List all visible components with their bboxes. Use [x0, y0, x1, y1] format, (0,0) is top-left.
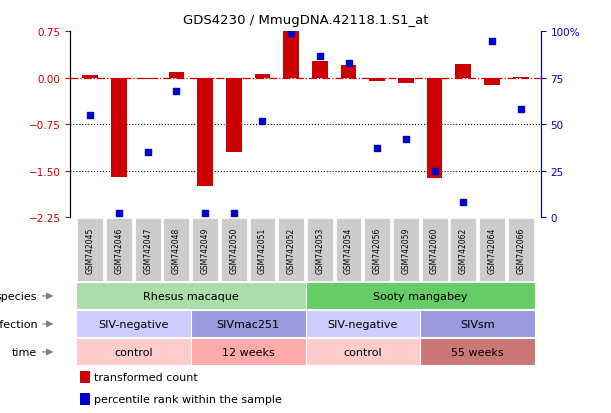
FancyBboxPatch shape [307, 219, 333, 281]
Point [229, 210, 239, 217]
Point [516, 107, 525, 114]
Bar [76, 283, 306, 310]
Point [315, 53, 324, 60]
FancyBboxPatch shape [479, 219, 505, 281]
Bar [306, 311, 420, 337]
Bar [82, 76, 98, 78]
Bar [306, 283, 535, 310]
Bar [191, 311, 306, 337]
Bar [284, 32, 299, 78]
FancyBboxPatch shape [422, 219, 447, 281]
FancyBboxPatch shape [393, 219, 419, 281]
FancyBboxPatch shape [164, 219, 189, 281]
Bar [79, 393, 90, 405]
FancyBboxPatch shape [221, 219, 247, 281]
Bar [426, 78, 442, 178]
Point [172, 88, 181, 95]
Bar [226, 78, 242, 153]
Text: SIV-negative: SIV-negative [327, 319, 398, 329]
Text: control: control [114, 347, 153, 357]
Text: control: control [343, 347, 382, 357]
Bar [140, 78, 156, 80]
Point [487, 38, 497, 45]
Text: 12 weeks: 12 weeks [222, 347, 274, 357]
Point [258, 118, 268, 124]
Point [86, 112, 95, 119]
Bar [420, 339, 535, 366]
Point [200, 210, 210, 217]
Text: 55 weeks: 55 weeks [452, 347, 504, 357]
Bar [255, 74, 270, 78]
Text: GSM742066: GSM742066 [516, 227, 525, 273]
Text: GSM742053: GSM742053 [315, 227, 324, 273]
Text: GSM742046: GSM742046 [114, 227, 123, 273]
Text: SIVsm: SIVsm [460, 319, 495, 329]
FancyBboxPatch shape [135, 219, 161, 281]
Bar [513, 77, 529, 78]
Point [143, 150, 153, 156]
Text: transformed count: transformed count [94, 372, 197, 382]
Text: GSM742064: GSM742064 [488, 227, 497, 273]
FancyBboxPatch shape [508, 219, 533, 281]
Text: SIV-negative: SIV-negative [98, 319, 169, 329]
Bar [420, 311, 535, 337]
Point [343, 61, 353, 67]
Bar [76, 339, 191, 366]
Text: infection: infection [0, 319, 37, 329]
Point [372, 146, 382, 152]
Text: GSM742049: GSM742049 [200, 227, 210, 273]
Text: GSM742054: GSM742054 [344, 227, 353, 273]
Bar [79, 371, 90, 383]
Point [287, 31, 296, 38]
Bar [169, 73, 185, 78]
Text: GSM742060: GSM742060 [430, 227, 439, 273]
Bar [369, 78, 385, 82]
Bar [341, 66, 356, 78]
Text: GSM742051: GSM742051 [258, 227, 267, 273]
FancyBboxPatch shape [106, 219, 132, 281]
FancyBboxPatch shape [335, 219, 362, 281]
Bar [191, 339, 306, 366]
FancyBboxPatch shape [364, 219, 390, 281]
Point [430, 168, 439, 174]
Text: GSM742059: GSM742059 [401, 227, 411, 273]
FancyBboxPatch shape [249, 219, 276, 281]
Bar [197, 78, 213, 187]
Text: GSM742048: GSM742048 [172, 227, 181, 273]
Bar [398, 78, 414, 83]
Text: GSM742062: GSM742062 [459, 227, 468, 273]
Text: percentile rank within the sample: percentile rank within the sample [94, 394, 282, 404]
FancyBboxPatch shape [278, 219, 304, 281]
Point [401, 136, 411, 143]
FancyBboxPatch shape [78, 219, 103, 281]
Text: GSM742052: GSM742052 [287, 227, 296, 273]
Bar [455, 65, 471, 78]
Bar [312, 62, 327, 78]
Text: GSM742045: GSM742045 [86, 227, 95, 273]
Point [458, 199, 468, 206]
FancyBboxPatch shape [450, 219, 476, 281]
Bar [306, 339, 420, 366]
Text: GSM742047: GSM742047 [143, 227, 152, 273]
Point [114, 210, 124, 217]
Bar [111, 78, 127, 177]
Text: species: species [0, 291, 37, 301]
Bar [76, 311, 191, 337]
Text: SIVmac251: SIVmac251 [217, 319, 280, 329]
Bar [484, 78, 500, 86]
FancyBboxPatch shape [192, 219, 218, 281]
Text: GSM742050: GSM742050 [229, 227, 238, 273]
Text: GSM742056: GSM742056 [373, 227, 382, 273]
Text: time: time [12, 347, 37, 357]
Text: Rhesus macaque: Rhesus macaque [143, 291, 239, 301]
Text: Sooty mangabey: Sooty mangabey [373, 291, 467, 301]
Text: GDS4230 / MmugDNA.42118.1.S1_at: GDS4230 / MmugDNA.42118.1.S1_at [183, 14, 428, 27]
